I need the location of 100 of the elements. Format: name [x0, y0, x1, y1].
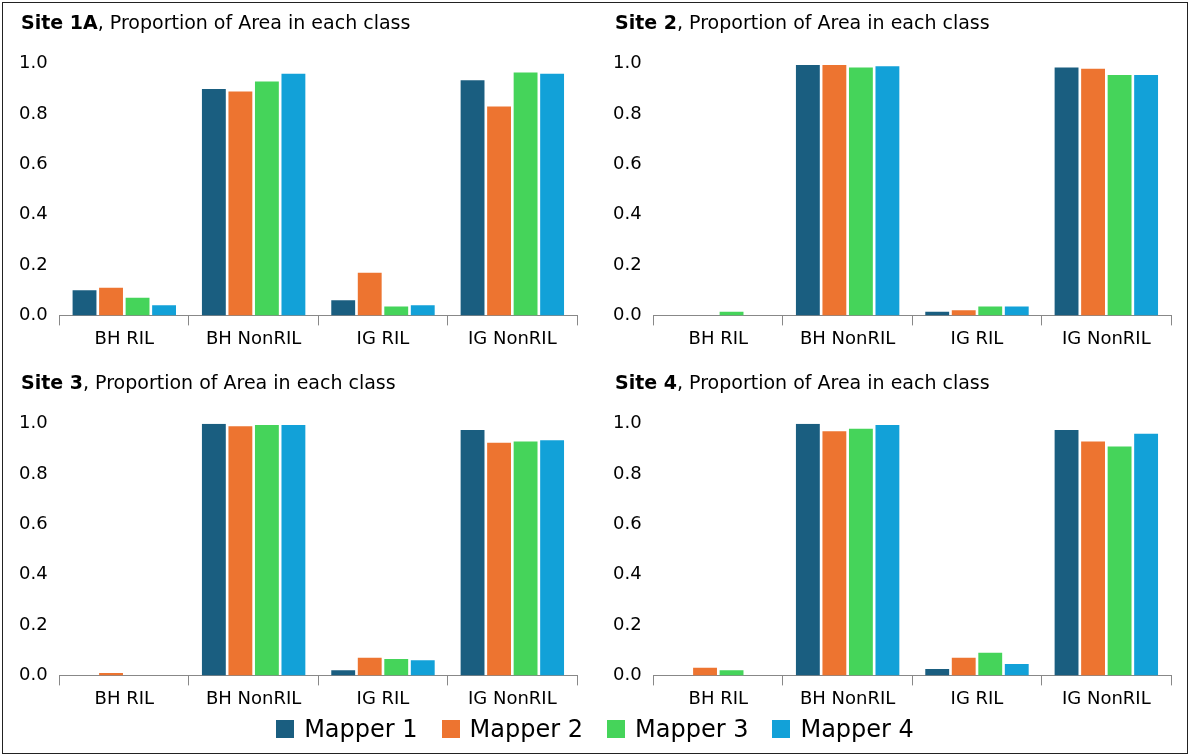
y-tick-label: 0.8	[18, 461, 48, 483]
bar	[1107, 75, 1132, 316]
y-tick-label: 0.2	[612, 612, 642, 634]
y-tick-label: 1.0	[18, 411, 48, 433]
bar	[1004, 306, 1029, 316]
y-tick-label: 0.8	[612, 101, 642, 123]
bar	[125, 297, 150, 316]
y-tick-label: 0.6	[612, 512, 642, 534]
bar	[331, 300, 356, 316]
y-tick-label: 0.0	[612, 663, 642, 685]
y-tick-label: 0.2	[18, 252, 48, 274]
y-tick-label: 0.6	[612, 152, 642, 174]
bar	[487, 106, 511, 316]
bar	[719, 670, 744, 676]
bar	[281, 425, 306, 676]
y-tick-label: 0.0	[18, 303, 48, 325]
x-tick-label: IG NonRIL	[1061, 686, 1151, 708]
bar	[1081, 441, 1105, 676]
legend-label: Mapper 3	[634, 715, 749, 743]
bar	[357, 657, 382, 676]
legend-label: Mapper 2	[468, 715, 583, 743]
y-tick-label: 1.0	[612, 411, 642, 433]
y-tick-label: 0.4	[612, 202, 642, 224]
x-tick-label: BH RIL	[688, 326, 749, 348]
chart-title: Site 3, Proportion of Area in each class	[21, 371, 396, 393]
bar	[848, 67, 873, 316]
y-tick-label: 0.8	[18, 101, 48, 123]
y-tick-label: 0.0	[18, 663, 48, 685]
bar	[1054, 67, 1079, 316]
chart-title: Site 2, Proportion of Area in each class	[615, 11, 990, 33]
bar	[331, 670, 356, 676]
x-tick-label: IG NonRIL	[467, 326, 557, 348]
bar	[228, 91, 253, 316]
legend-label: Mapper 4	[799, 715, 914, 743]
y-tick-label: 1.0	[612, 51, 642, 73]
bar	[978, 306, 1003, 316]
x-tick-label: BH RIL	[94, 686, 155, 708]
bar	[254, 81, 279, 316]
bar	[487, 442, 511, 676]
x-tick-label: BH NonRIL	[205, 326, 302, 348]
bar	[875, 66, 900, 316]
bar	[1081, 68, 1105, 316]
bar	[513, 72, 538, 316]
bar	[281, 73, 306, 316]
bar	[513, 441, 538, 676]
x-tick-label: IG RIL	[950, 686, 1004, 708]
bar	[384, 659, 409, 676]
bar	[795, 423, 820, 676]
bar	[72, 290, 97, 316]
bar	[410, 660, 435, 676]
bar	[822, 65, 847, 316]
bar	[848, 428, 873, 676]
bar	[460, 430, 485, 676]
bar	[693, 667, 717, 676]
bar	[795, 65, 820, 316]
x-tick-label: BH RIL	[688, 686, 749, 708]
bar	[201, 88, 226, 316]
x-tick-label: BH NonRIL	[205, 686, 302, 708]
y-tick-label: 0.0	[612, 303, 642, 325]
bar	[1134, 75, 1159, 316]
y-tick-label: 0.4	[18, 202, 48, 224]
bar	[1054, 430, 1079, 676]
y-tick-label: 0.4	[18, 562, 48, 584]
bar	[951, 310, 976, 316]
x-tick-label: IG RIL	[356, 326, 410, 348]
bar	[978, 652, 1003, 676]
bar	[254, 425, 279, 676]
bar	[925, 669, 950, 676]
bar	[410, 305, 435, 316]
bar	[822, 431, 847, 676]
legend-label: Mapper 1	[303, 715, 418, 743]
chart-title: Site 4, Proportion of Area in each class	[615, 371, 990, 393]
bar	[152, 305, 176, 316]
x-tick-label: BH NonRIL	[799, 686, 896, 708]
bar	[1134, 433, 1159, 676]
bar	[228, 426, 253, 676]
bar	[384, 306, 409, 316]
bar	[540, 73, 565, 316]
y-tick-label: 1.0	[18, 51, 48, 73]
bar	[357, 272, 382, 316]
bar	[201, 423, 226, 676]
y-tick-label: 0.2	[612, 252, 642, 274]
bar	[460, 80, 485, 316]
bar	[875, 425, 900, 676]
bar	[540, 440, 565, 676]
bar	[951, 657, 976, 676]
bar	[99, 287, 123, 316]
bar	[1107, 446, 1132, 676]
x-tick-label: IG RIL	[356, 686, 410, 708]
y-tick-label: 0.6	[18, 152, 48, 174]
x-tick-label: BH NonRIL	[799, 326, 896, 348]
x-tick-label: BH RIL	[94, 326, 155, 348]
y-tick-label: 0.6	[18, 512, 48, 534]
x-tick-label: IG NonRIL	[467, 686, 557, 708]
x-tick-label: IG RIL	[950, 326, 1004, 348]
y-tick-label: 0.4	[612, 562, 642, 584]
y-tick-label: 0.2	[18, 612, 48, 634]
chart-title: Site 1A, Proportion of Area in each class	[21, 11, 411, 33]
bar	[1004, 664, 1029, 676]
y-tick-label: 0.8	[612, 461, 642, 483]
